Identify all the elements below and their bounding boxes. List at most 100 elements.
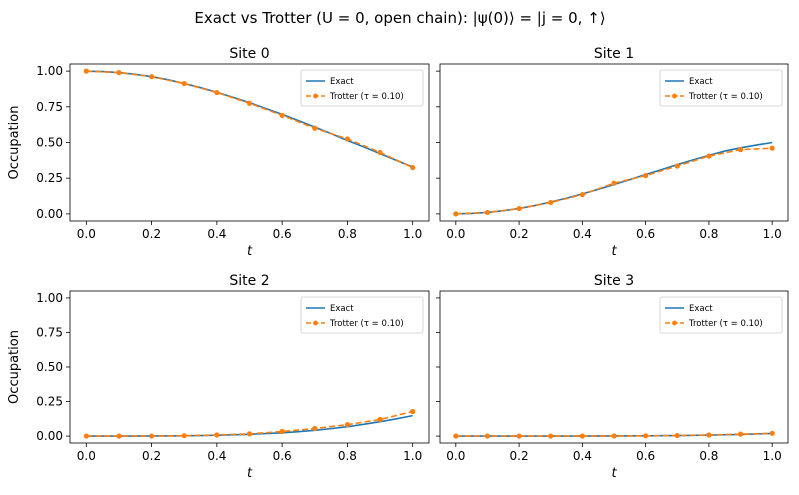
x-tick-label: 0.0: [77, 227, 96, 241]
trotter-marker: [214, 89, 220, 96]
y-tick-label: 1.00: [36, 291, 63, 305]
legend-label: Trotter (τ = 0.10): [329, 319, 404, 329]
trotter-marker: [706, 153, 712, 159]
legend: Exact Trotter (τ = 0.10): [300, 69, 424, 107]
y-tick-label: 0.50: [36, 136, 63, 150]
trotter-marker: [737, 431, 744, 437]
subplot-3: Site 3 0.0 0.2 0.4 0.6 0.8 1.0 t Exact Trotter (τ…: [436, 273, 789, 481]
legend-label: Exact: [330, 304, 354, 314]
trotter-marker: [579, 433, 585, 439]
x-tick-label: 0.8: [338, 449, 357, 463]
trotter-marker: [410, 408, 416, 415]
trotter-marker: [484, 209, 491, 216]
trotter-marker: [453, 211, 459, 217]
x-axis-label: t: [247, 244, 253, 259]
x-tick-label: 0.2: [510, 449, 529, 463]
legend-label: Exact: [689, 304, 713, 314]
x-tick-label: 0.8: [338, 227, 357, 241]
trotter-marker: [116, 433, 122, 439]
legend-box: [659, 296, 783, 334]
trotter-marker: [484, 433, 491, 439]
trotter-marker: [611, 180, 617, 186]
trotter-marker: [116, 69, 122, 76]
trotter-marker: [548, 199, 554, 206]
x-axis-label: t: [247, 466, 253, 481]
trotter-marker: [611, 433, 617, 439]
trotter-marker: [246, 100, 253, 106]
legend: Exact Trotter (τ = 0.10): [659, 69, 783, 107]
legend-box: [659, 69, 783, 107]
trotter-marker: [279, 428, 285, 435]
trotter-marker: [246, 431, 253, 437]
y-tick-label: 0.25: [36, 171, 63, 185]
subplot-title: Site 3: [594, 273, 634, 289]
trotter-marker: [148, 74, 155, 80]
trotter-marker: [516, 433, 522, 439]
trotter-marker: [737, 147, 744, 153]
trotter-marker: [312, 125, 318, 131]
trotter-marker: [181, 433, 187, 439]
x-tick-label: 1.0: [403, 227, 422, 241]
x-tick-label: 1.0: [763, 227, 782, 241]
y-tick-label: 1.00: [36, 64, 63, 78]
y-axis-label: Occupation: [7, 106, 22, 180]
trotter-marker: [377, 149, 383, 156]
x-axis-label: t: [611, 466, 617, 481]
trotter-marker: [279, 112, 285, 118]
legend: Exact Trotter (τ = 0.10): [300, 296, 424, 334]
x-tick-label: 0.2: [142, 449, 161, 463]
legend-label: Trotter (τ = 0.10): [688, 319, 763, 329]
trotter-marker: [453, 433, 459, 439]
x-tick-label: 0.0: [446, 449, 465, 463]
x-tick-label: 0.8: [699, 227, 718, 241]
trotter-marker: [643, 173, 649, 179]
trotter-marker: [377, 416, 383, 423]
x-tick-label: 0.4: [573, 227, 592, 241]
trotter-marker: [83, 68, 89, 74]
trotter-marker: [312, 425, 318, 432]
legend-marker: [672, 320, 677, 326]
legend-box: [300, 296, 424, 334]
x-tick-label: 0.2: [510, 227, 529, 241]
trotter-marker: [579, 192, 585, 198]
x-tick-label: 0.4: [573, 449, 592, 463]
trotter-marker: [344, 422, 351, 428]
y-tick-label: 0.25: [36, 395, 63, 409]
legend-label: Exact: [330, 77, 354, 87]
legend-marker: [313, 320, 318, 326]
x-axis-label: t: [611, 244, 617, 259]
trotter-marker: [181, 80, 187, 87]
trotter-marker: [674, 163, 680, 169]
x-tick-label: 1.0: [763, 449, 782, 463]
legend-label: Trotter (τ = 0.10): [329, 92, 404, 102]
y-tick-label: 0.75: [36, 325, 63, 339]
x-tick-label: 0.8: [699, 449, 718, 463]
series-line-trotter: [455, 147, 773, 215]
trotter-marker: [769, 145, 775, 151]
subplot-0: Site 0 0.0 0.2 0.4 0.6 0.8 1.0 t 0.00 0.25 0.50 0.7…: [7, 46, 430, 259]
subplot-title: Site 0: [229, 46, 269, 62]
legend-marker: [672, 93, 677, 99]
x-tick-label: 0.6: [636, 449, 655, 463]
y-tick-label: 0.00: [36, 207, 63, 221]
trotter-marker: [674, 432, 680, 439]
trotter-marker: [83, 433, 89, 439]
legend: Exact Trotter (τ = 0.10): [659, 296, 783, 334]
x-tick-label: 0.4: [207, 449, 226, 463]
legend-label: Exact: [689, 77, 713, 87]
trotter-marker: [548, 433, 554, 439]
subplot-2: Site 2 0.0 0.2 0.4 0.6 0.8 1.0 t 0.00 0.25 0.50 0.7…: [7, 273, 430, 481]
x-tick-label: 0.6: [273, 227, 292, 241]
trotter-marker: [344, 136, 351, 142]
legend-marker: [313, 93, 318, 99]
y-tick-label: 0.75: [36, 100, 63, 114]
x-tick-label: 0.0: [77, 449, 96, 463]
trotter-marker: [769, 430, 775, 436]
legend-label: Trotter (τ = 0.10): [688, 92, 763, 102]
trotter-marker: [516, 205, 522, 212]
trotter-marker: [643, 433, 649, 439]
trotter-marker: [148, 433, 155, 439]
figure-title: Exact vs Trotter (U = 0, open chain): |ψ…: [194, 9, 605, 27]
subplot-title: Site 1: [594, 46, 634, 62]
